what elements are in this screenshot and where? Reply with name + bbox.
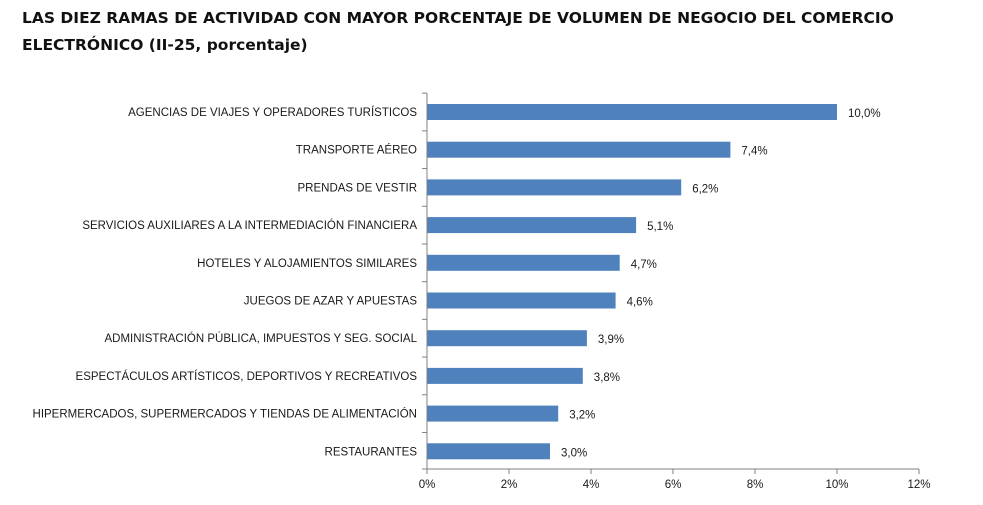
category-label: ADMINISTRACIÓN PÚBLICA, IMPUESTOS Y SEG.… bbox=[105, 332, 418, 345]
category-label: RESTAURANTES bbox=[325, 446, 418, 458]
bar bbox=[427, 254, 620, 271]
bar bbox=[427, 292, 616, 309]
value-label: 4,6% bbox=[627, 297, 653, 309]
category-label: AGENCIAS DE VIAJES Y OPERADORES TURÍSTIC… bbox=[128, 106, 417, 119]
value-label: 7,4% bbox=[741, 146, 767, 158]
value-label: 5,1% bbox=[647, 221, 673, 233]
category-label: SERVICIOS AUXILIARES A LA INTERMEDIACIÓN… bbox=[82, 219, 417, 232]
x-tick-label: 2% bbox=[501, 479, 518, 491]
category-label: HOTELES Y ALOJAMIENTOS SIMILARES bbox=[197, 258, 417, 270]
bar bbox=[427, 217, 637, 234]
x-tick-label: 0% bbox=[419, 479, 436, 491]
bar bbox=[427, 104, 837, 120]
x-tick-label: 12% bbox=[907, 479, 930, 491]
axes-group: 0% 2% 4% 6% 8% 10% 12% bbox=[419, 92, 931, 491]
value-label: 4,7% bbox=[631, 259, 657, 271]
category-label: JUEGOS DE AZAR Y APUESTAS bbox=[244, 296, 418, 308]
x-tick-label: 10% bbox=[825, 479, 848, 491]
chart-title: LAS DIEZ RAMAS DE ACTIVIDAD CON MAYOR PO… bbox=[22, 9, 894, 54]
bar bbox=[427, 367, 583, 384]
bar bbox=[427, 405, 559, 422]
value-label: 3,0% bbox=[561, 447, 587, 459]
value-label: 3,8% bbox=[594, 372, 620, 384]
x-tick-label: 6% bbox=[665, 479, 682, 491]
bar bbox=[427, 330, 587, 347]
bar bbox=[427, 179, 682, 196]
value-label: 3,2% bbox=[569, 410, 595, 422]
category-label: PRENDAS DE VESTIR bbox=[298, 182, 418, 194]
value-label: 3,9% bbox=[598, 334, 624, 346]
category-label: TRANSPORTE AÉREO bbox=[296, 144, 417, 157]
bars-group: AGENCIAS DE VIAJES Y OPERADORES TURÍSTIC… bbox=[33, 104, 881, 460]
category-label: HIPERMERCADOS, SUPERMERCADOS Y TIENDAS D… bbox=[33, 408, 417, 421]
x-tick-label: 4% bbox=[583, 479, 600, 491]
category-label: ESPECTÁCULOS ARTÍSTICOS, DEPORTIVOS Y RE… bbox=[76, 370, 418, 383]
value-label: 6,2% bbox=[692, 183, 718, 195]
bar bbox=[427, 141, 731, 158]
x-tick-label: 8% bbox=[747, 479, 764, 491]
value-label: 10,0% bbox=[848, 108, 881, 120]
bar bbox=[427, 443, 550, 460]
